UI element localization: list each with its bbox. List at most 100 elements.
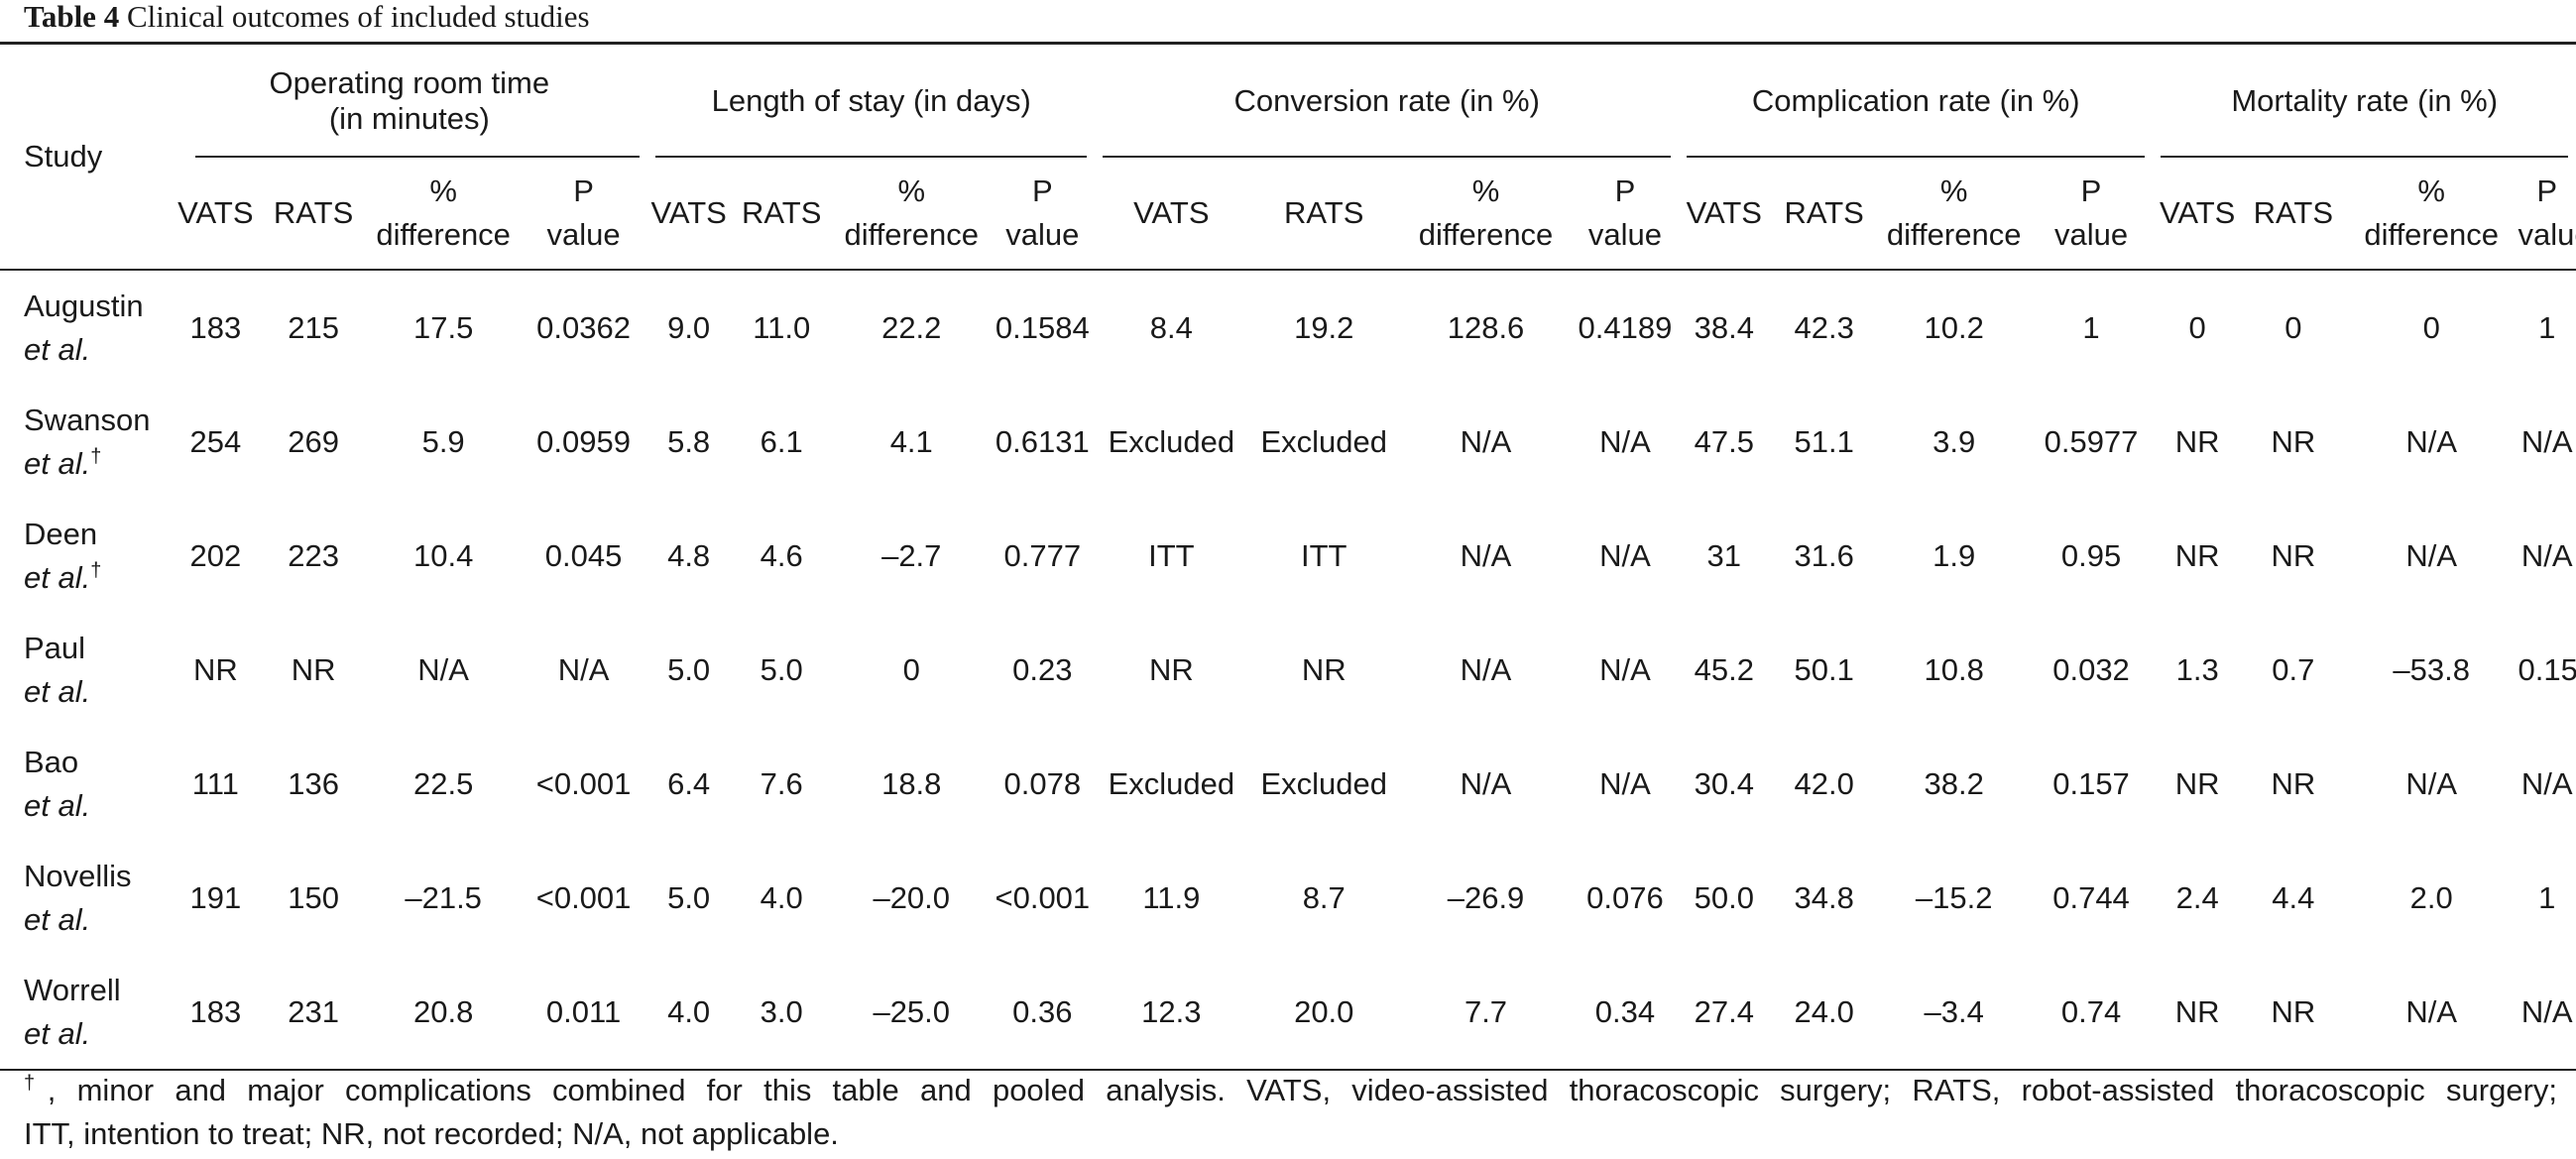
- table-cell: NR: [2271, 537, 2316, 573]
- table-cell: NR: [2271, 993, 2316, 1029]
- table-cell: 7.6: [760, 765, 803, 801]
- table-cell: 6.1: [760, 423, 803, 459]
- table-cell: 8.4: [1149, 309, 1193, 345]
- table-row: Novellis et al. 191 150 –21.5 <0.001 5.0 4.0 –20…: [0, 841, 2576, 955]
- table-header: Study Operating room time (in minutes) L…: [0, 42, 2576, 271]
- header-group-operating-room-time: Operating room time (in minutes): [171, 42, 648, 159]
- table-cell: N/A: [1599, 423, 1651, 459]
- table-cell: 1: [2538, 309, 2556, 345]
- table-cell: –20.0: [873, 879, 951, 915]
- table-cell: 0: [902, 651, 920, 687]
- subheader-text: P: [2080, 174, 2102, 208]
- study-cell: Paul et al.: [0, 613, 172, 727]
- table-cell: 5.0: [760, 651, 803, 687]
- table-cell: 0.4189: [1578, 309, 1673, 345]
- table-cell: N/A: [417, 651, 469, 687]
- table-cell: ITT: [1148, 537, 1195, 573]
- table-cell: 0.157: [2052, 765, 2130, 801]
- table-cell: 1.3: [2175, 651, 2219, 687]
- table-cell: 3.9: [1932, 423, 1976, 459]
- subheader-vats: VATS: [647, 158, 730, 270]
- table-cell: 19.2: [1294, 309, 1354, 345]
- table-cell: Excluded: [1108, 765, 1235, 801]
- table-cell: –21.5: [405, 879, 482, 915]
- subheader-text: %: [429, 174, 457, 208]
- group-title-line1: Length of stay (in days): [711, 83, 1031, 118]
- table-cell: 10.2: [1924, 309, 1984, 345]
- study-name: Swanson: [24, 402, 151, 437]
- table-cell: 9.0: [667, 309, 711, 345]
- table-cell: 0.36: [1012, 993, 1073, 1029]
- study-cell: Bao et al.: [0, 727, 172, 841]
- subheader-text: VATS: [1686, 195, 1762, 230]
- subheader-text: %: [897, 174, 926, 208]
- table-title: Clinical outcomes of included studies: [126, 0, 590, 34]
- table-cell: 231: [288, 993, 339, 1029]
- table-cell: 0.23: [1012, 651, 1073, 687]
- table-cell: NR: [192, 651, 238, 687]
- table-cell: 4.4: [2272, 879, 2315, 915]
- subheader-pct-difference: % difference: [833, 158, 990, 270]
- table-cell: N/A: [1460, 537, 1512, 573]
- table-cell: 2.0: [2409, 879, 2453, 915]
- table-cell: NR: [2174, 993, 2220, 1029]
- table-cell: –26.9: [1447, 879, 1525, 915]
- table-container: Study Operating room time (in minutes) L…: [0, 42, 2576, 1071]
- table-cell: –53.8: [2393, 651, 2470, 687]
- table-cell: 11.9: [1142, 879, 1201, 915]
- table-cell: 12.3: [1141, 993, 1202, 1029]
- table-cell: 0.032: [2052, 651, 2130, 687]
- header-row-groups: Study Operating room time (in minutes) L…: [0, 42, 2576, 271]
- subheader-text: RATS: [273, 195, 354, 230]
- table-cell: N/A: [1599, 651, 1651, 687]
- subheader-text: P: [1614, 174, 1636, 208]
- subheader-text: difference: [376, 217, 511, 252]
- subheader-text: value: [2053, 217, 2129, 252]
- subheader-text: difference: [1418, 217, 1554, 252]
- table-cell: 11.0: [753, 309, 811, 345]
- table-cell: 223: [288, 537, 339, 573]
- table-cell: –25.0: [873, 993, 951, 1029]
- subheader-rats: RATS: [260, 158, 367, 270]
- table-cell: 1: [2538, 879, 2556, 915]
- table-cell: 27.4: [1694, 993, 1754, 1029]
- table-cell: 254: [189, 423, 242, 459]
- table-cell: 31: [1706, 537, 1742, 573]
- subheader-vats: VATS: [1095, 158, 1247, 270]
- table-cell: NR: [2174, 765, 2220, 801]
- table-cell: 42.0: [1794, 765, 1854, 801]
- subheader-text: P: [1031, 174, 1053, 208]
- table-row: Bao et al. 111 136 22.5 <0.001 6.4 7.6 18.8 0.078…: [0, 727, 2576, 841]
- study-name: Deen: [24, 516, 98, 551]
- table-cell: N/A: [2520, 765, 2573, 801]
- group-title-line1: Conversion rate (in %): [1233, 83, 1540, 118]
- table-cell: N/A: [1460, 651, 1512, 687]
- study-name: Bao: [24, 744, 79, 779]
- table-cell: Excluded: [1108, 423, 1235, 459]
- study-etal: et al.: [24, 787, 91, 823]
- table-cell: 47.5: [1694, 423, 1754, 459]
- table-cell: 7.7: [1464, 993, 1508, 1029]
- subheader-text: VATS: [2159, 195, 2236, 230]
- table-cell: <0.001: [535, 879, 632, 915]
- table-row: Swanson et al.† 254 269 5.9 0.0959 5.8 6.1 4.1 0.…: [0, 385, 2576, 499]
- table-cell: 4.0: [667, 993, 711, 1029]
- table-cell: 17.5: [412, 309, 474, 345]
- table-cell: N/A: [2405, 423, 2458, 459]
- table-cell: 5.0: [667, 879, 711, 915]
- subheader-pct-difference: % difference: [367, 158, 520, 270]
- group-title-line1: Operating room time: [269, 65, 550, 100]
- table-cell: 50.0: [1694, 879, 1754, 915]
- table-cell: 0: [2422, 309, 2440, 345]
- study-cell: Deen et al.†: [0, 499, 172, 613]
- table-cell: N/A: [2405, 765, 2458, 801]
- dagger-symbol: †: [24, 1072, 48, 1095]
- subheader-rats: RATS: [2242, 158, 2345, 270]
- table-cell: 0.076: [1586, 879, 1664, 915]
- table-cell: 10.8: [1924, 651, 1984, 687]
- subheader-text: RATS: [1284, 195, 1364, 230]
- study-etal: et al.†: [24, 559, 102, 595]
